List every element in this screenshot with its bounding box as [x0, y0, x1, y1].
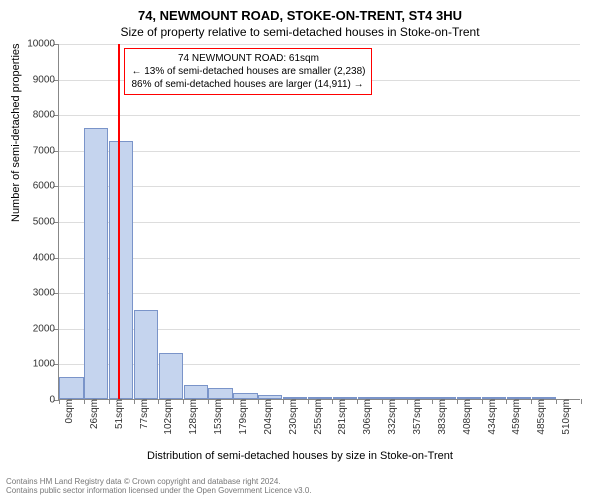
y-tick-label: 4000	[33, 252, 59, 263]
annotation-line-3: 86% of semi-detached houses are larger (…	[131, 78, 365, 91]
bar	[432, 397, 456, 399]
x-tick-label: 357sqm	[410, 399, 423, 435]
x-tick-label: 459sqm	[509, 399, 522, 435]
chart-area: 0100020003000400050006000700080009000100…	[58, 44, 580, 400]
x-tick	[233, 399, 234, 404]
gridline	[59, 44, 580, 45]
x-tick	[134, 399, 135, 404]
y-tick-label: 7000	[33, 145, 59, 156]
footer-line-1: Contains HM Land Registry data © Crown c…	[6, 477, 312, 487]
x-tick	[109, 399, 110, 404]
y-tick-label: 6000	[33, 181, 59, 192]
x-tick	[84, 399, 85, 404]
bar	[233, 393, 257, 399]
bar	[382, 397, 406, 399]
x-tick	[283, 399, 284, 404]
bar	[159, 353, 183, 399]
x-tick	[258, 399, 259, 404]
bar	[59, 377, 83, 399]
x-tick-label: 51sqm	[112, 399, 125, 429]
y-axis-title: Number of semi-detached properties	[10, 43, 22, 222]
bar	[457, 397, 481, 399]
x-tick-label: 332sqm	[385, 399, 398, 435]
bar	[333, 397, 357, 399]
gridline	[59, 186, 580, 187]
x-tick	[581, 399, 582, 404]
x-tick-label: 102sqm	[161, 399, 174, 435]
x-tick-label: 255sqm	[311, 399, 324, 435]
annotation-box: 74 NEWMOUNT ROAD: 61sqm← 13% of semi-det…	[124, 48, 372, 95]
x-tick	[506, 399, 507, 404]
gridline	[59, 222, 580, 223]
x-tick	[531, 399, 532, 404]
y-tick-label: 5000	[33, 217, 59, 228]
bar	[258, 395, 282, 399]
marker-line	[118, 44, 120, 399]
x-tick	[208, 399, 209, 404]
bar	[134, 310, 158, 399]
x-tick-label: 179sqm	[236, 399, 249, 435]
bar	[184, 385, 208, 399]
gridline	[59, 115, 580, 116]
annotation-line-2: ← 13% of semi-detached houses are smalle…	[131, 65, 365, 78]
x-tick	[432, 399, 433, 404]
x-tick	[556, 399, 557, 404]
x-tick	[357, 399, 358, 404]
x-axis-title: Distribution of semi-detached houses by …	[0, 450, 600, 462]
x-tick-label: 510sqm	[559, 399, 572, 435]
annotation-line-1: 74 NEWMOUNT ROAD: 61sqm	[131, 52, 365, 65]
y-tick-label: 3000	[33, 288, 59, 299]
x-tick-label: 281sqm	[335, 399, 348, 435]
y-tick-label: 9000	[33, 74, 59, 85]
x-tick-label: 128sqm	[186, 399, 199, 435]
bar	[482, 397, 506, 399]
x-tick-label: 485sqm	[534, 399, 547, 435]
bar	[208, 388, 232, 399]
bar	[507, 397, 531, 399]
x-tick	[457, 399, 458, 404]
bar	[407, 397, 431, 399]
x-tick-label: 230sqm	[286, 399, 299, 435]
footer-attribution: Contains HM Land Registry data © Crown c…	[6, 477, 312, 496]
x-tick-label: 26sqm	[87, 399, 100, 429]
bar	[283, 397, 307, 399]
x-tick-label: 306sqm	[360, 399, 373, 435]
x-tick	[332, 399, 333, 404]
gridline	[59, 151, 580, 152]
x-tick	[59, 399, 60, 404]
y-tick-label: 10000	[27, 39, 59, 50]
x-tick-label: 204sqm	[261, 399, 274, 435]
x-tick-label: 383sqm	[435, 399, 448, 435]
x-tick-label: 408sqm	[460, 399, 473, 435]
page-subtitle: Size of property relative to semi-detach…	[0, 23, 600, 43]
x-tick-label: 0sqm	[62, 399, 75, 423]
x-tick-label: 77sqm	[137, 399, 150, 429]
bar	[109, 141, 133, 399]
gridline	[59, 293, 580, 294]
bar	[84, 128, 108, 399]
bar	[358, 397, 382, 399]
y-tick-label: 8000	[33, 110, 59, 121]
bar	[532, 397, 556, 399]
page-title: 74, NEWMOUNT ROAD, STOKE-ON-TRENT, ST4 3…	[0, 0, 600, 23]
x-tick	[382, 399, 383, 404]
x-tick	[183, 399, 184, 404]
y-tick-label: 2000	[33, 323, 59, 334]
x-tick-label: 153sqm	[211, 399, 224, 435]
x-tick	[482, 399, 483, 404]
footer-line-2: Contains public sector information licen…	[6, 486, 312, 496]
x-tick	[158, 399, 159, 404]
y-tick-label: 0	[49, 395, 59, 406]
x-tick	[308, 399, 309, 404]
y-tick-label: 1000	[33, 359, 59, 370]
bar	[308, 397, 332, 399]
x-tick	[407, 399, 408, 404]
gridline	[59, 258, 580, 259]
plot-area: 0100020003000400050006000700080009000100…	[58, 44, 580, 400]
x-tick-label: 434sqm	[485, 399, 498, 435]
